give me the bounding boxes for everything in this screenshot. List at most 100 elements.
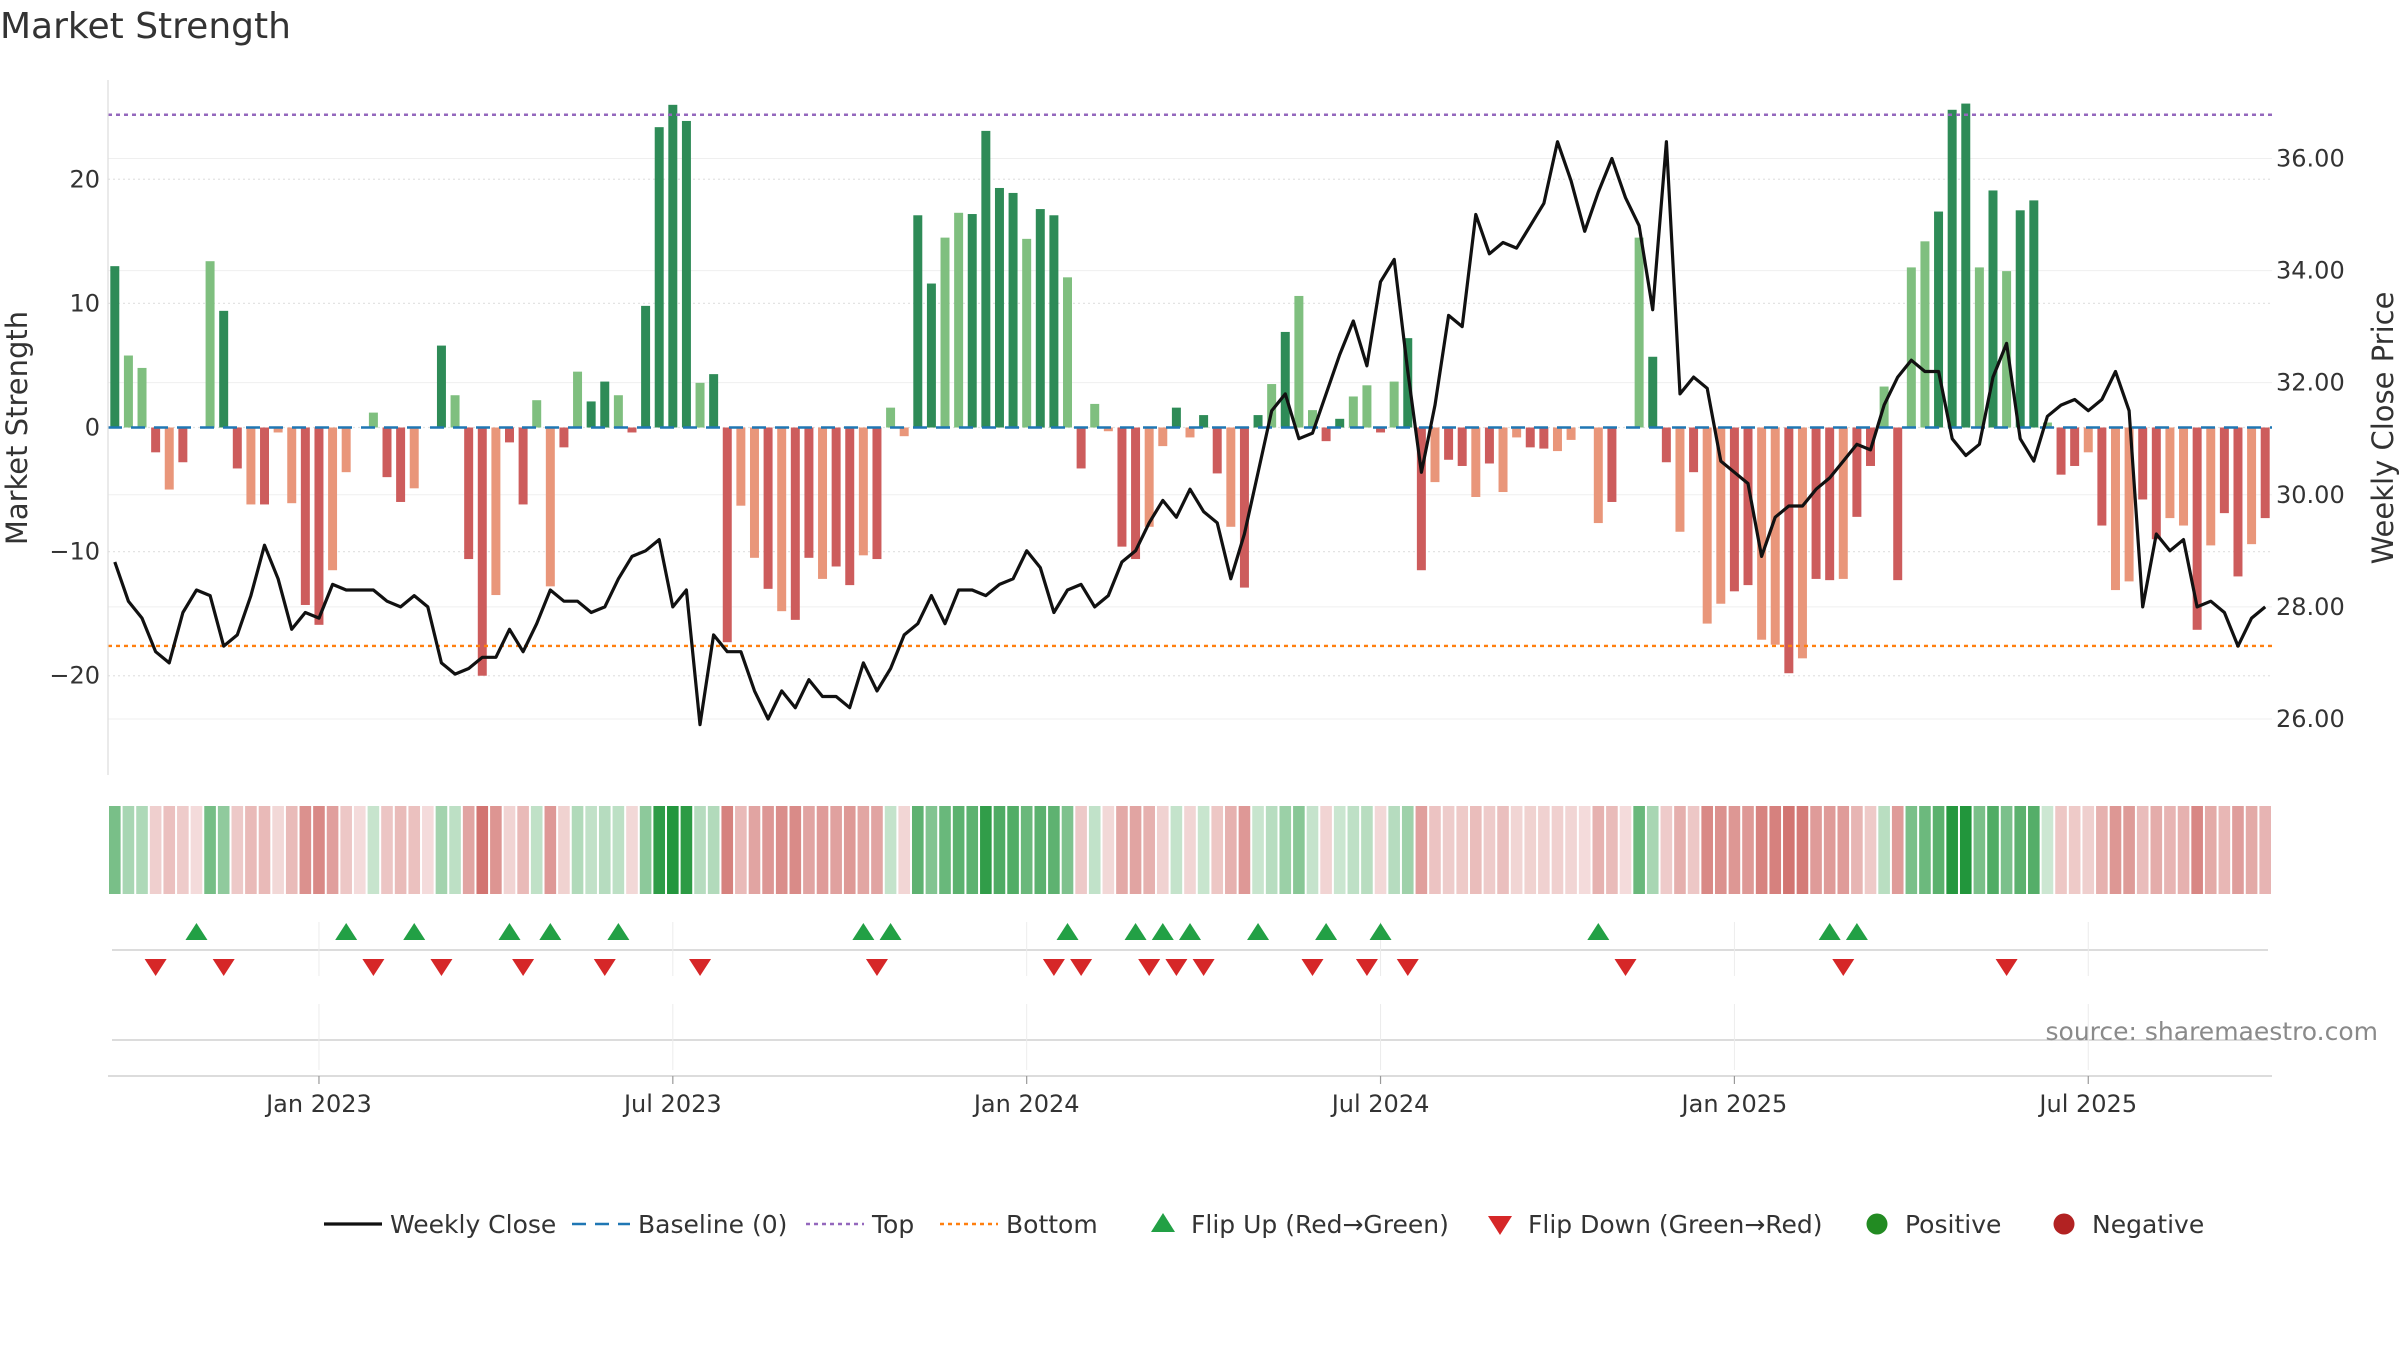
flip-up-marker [1151,923,1174,940]
y2-tick-label: 32.00 [2276,369,2345,397]
strength-bar [1920,241,1930,428]
heat-cell [585,806,597,894]
strength-bar [518,427,528,505]
heat-cell [1524,806,1537,894]
heat-cell [1116,806,1128,894]
flip-up-marker [1369,923,1392,940]
strength-bar [899,427,909,437]
legend: Weekly Close Baseline (0) Top Bottom Flip Up… [324,1210,2204,1239]
flip-down-marker [1042,959,1065,976]
heat-cell [748,806,761,894]
heat-cell [2096,806,2108,894]
heat-cell [1905,806,1918,894]
axes-layer: −20 −10 0 10 20 26.00 28.00 30.00 32.00 34.00 36.0… [49,80,2345,775]
heat-cell [1728,806,1741,894]
heat-cell [163,806,176,894]
flip-up-marker [1315,923,1338,940]
strength-bar [1267,384,1277,428]
heat-cell [694,806,706,894]
heat-cell [285,806,298,894]
heat-cell [2218,806,2231,894]
strength-bar [777,427,787,612]
heat-cell [517,806,529,894]
strength-bar [790,427,800,620]
heat-cell [762,806,774,894]
heat-cell [857,806,870,894]
strength-bar [1022,238,1032,428]
flip-up-marker [1845,923,1868,940]
strength-bar [1444,427,1454,460]
x-tick-label: Jan 2025 [1680,1090,1788,1118]
strength-bar [532,400,542,428]
flip-down-marker [1396,959,1419,976]
heat-cell [721,806,734,894]
strength-bar [1049,215,1059,428]
strength-bar [1852,427,1862,517]
heat-cell [1483,806,1496,894]
strength-bar [1539,427,1549,449]
legend-label: Weekly Close [390,1210,556,1239]
heat-cell [1674,806,1686,894]
strength-bar [436,345,446,428]
strength-bar [1457,427,1467,466]
strength-bar [491,427,501,596]
heat-cell [2028,806,2040,894]
strength-bar [1593,427,1603,524]
heat-cell [1061,806,1074,894]
heat-cell [1810,806,1822,894]
heat-cell [1578,806,1591,894]
heat-cell [503,806,516,894]
heat-cell [1606,806,1618,894]
heat-cell [1401,806,1414,894]
strength-bar [1158,427,1168,447]
heat-cell [2136,806,2149,894]
heat-cell [1320,806,1332,894]
strength-bar [1376,427,1386,433]
heat-cell [299,806,312,894]
heat-cell [1919,806,1931,894]
x-tick-label: Jan 2023 [264,1090,372,1118]
heat-cell [1102,806,1115,894]
flip-up-marker [607,923,630,940]
strength-bar [477,427,487,676]
y2-tick-label: 34.00 [2276,257,2345,285]
heat-cell [871,806,883,894]
legend-item: Bottom [940,1210,1098,1239]
y-tick-label: 20 [69,165,100,193]
heat-cell [735,806,747,894]
heat-cell [462,806,475,894]
strength-bar [287,427,297,504]
heat-cell [1156,806,1169,894]
heat-cell [1429,806,1441,894]
strength-bar [368,412,378,428]
strength-bar [2097,427,2107,526]
flip-down-marker [865,959,888,976]
x-tick-label: Jul 2023 [622,1090,722,1118]
heat-cell [1020,806,1033,894]
strength-bar [314,427,324,625]
flip-down-marker [689,959,712,976]
strength-bar [1661,427,1671,463]
heat-cell [1987,806,1999,894]
strength-bar [1893,427,1903,581]
strength-bar [994,187,1004,428]
legend-item: Top [806,1210,914,1239]
strength-bar [1199,415,1209,428]
strength-bar [573,371,583,428]
heat-cell [1197,806,1210,894]
heat-cell [2150,806,2163,894]
heat-cell [204,806,216,894]
strength-bar [1906,267,1916,428]
heat-cell [1851,806,1863,894]
y-axis-label: Market Strength [0,311,34,545]
heat-cell [340,806,352,894]
flip-up-marker [1247,923,1270,940]
strength-bar [2029,200,2039,428]
source-label: source: sharemaestro.com [2046,1017,2379,1046]
strength-bar [681,120,691,428]
strength-bar [1307,410,1317,428]
heat-cell [1211,806,1224,894]
strength-bar [1811,427,1821,579]
heat-cell [1007,806,1019,894]
heat-cell [1742,806,1754,894]
